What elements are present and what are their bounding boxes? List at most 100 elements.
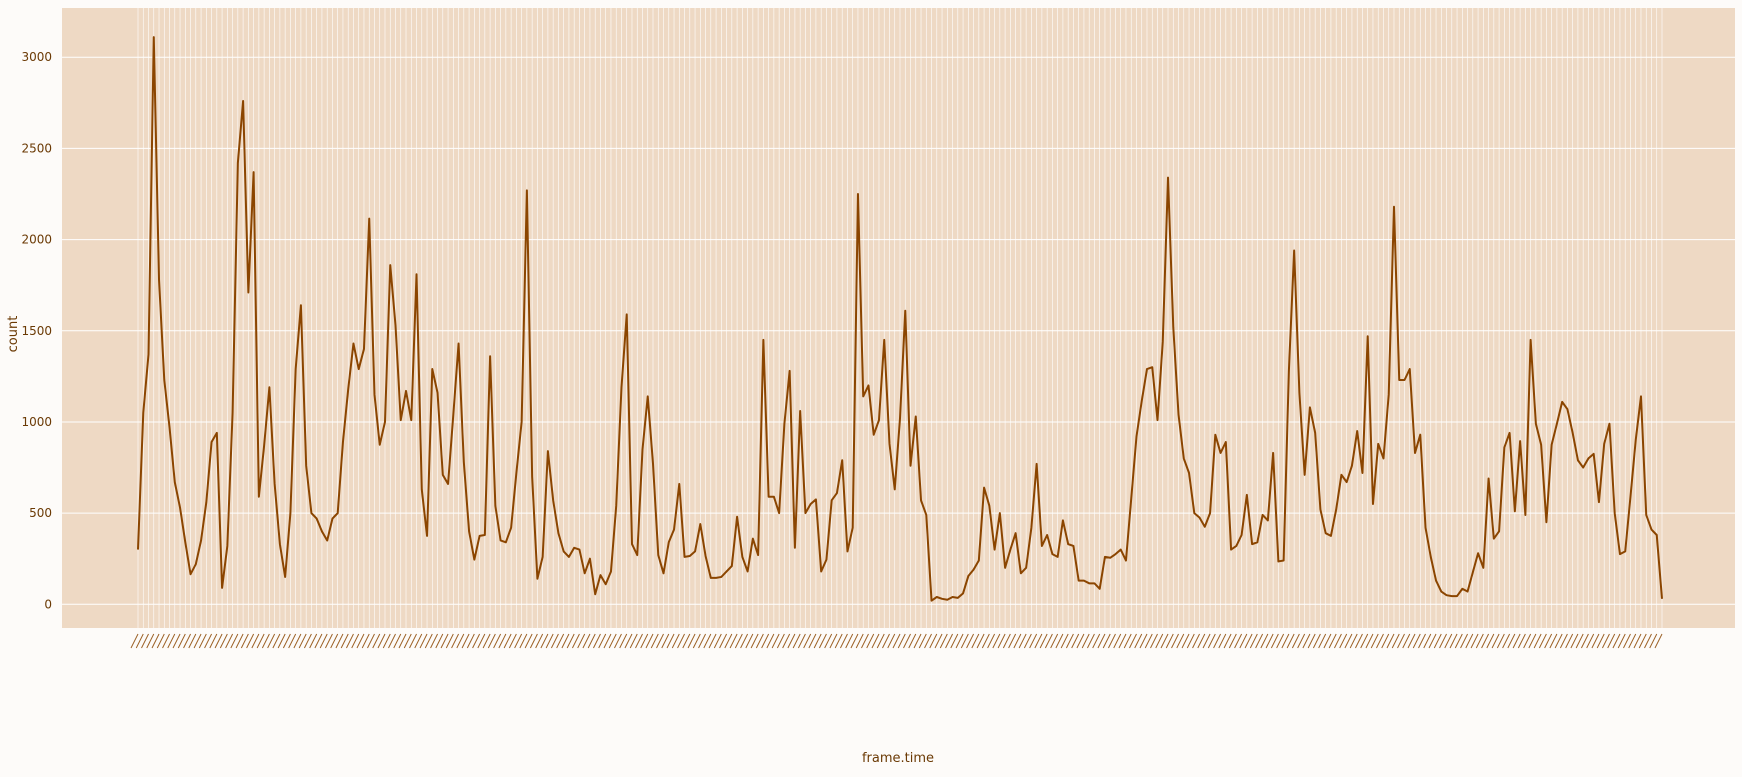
data-point xyxy=(1120,548,1122,550)
y-tick-label: 2500 xyxy=(21,141,52,155)
x-tick-mark xyxy=(461,633,470,649)
data-point xyxy=(1587,457,1589,459)
data-point xyxy=(1377,443,1379,445)
data-point xyxy=(809,503,811,505)
x-tick-mark xyxy=(451,633,460,649)
x-tick-mark xyxy=(146,633,155,649)
x-tick-mark xyxy=(845,633,854,649)
data-point xyxy=(289,512,291,514)
x-tick-mark xyxy=(1349,633,1358,649)
data-point xyxy=(515,472,517,474)
x-tick-mark xyxy=(1517,633,1526,649)
x-tick-mark xyxy=(540,633,549,649)
data-point xyxy=(825,558,827,560)
x-tick-mark xyxy=(340,633,349,649)
data-point xyxy=(1409,368,1411,370)
data-point xyxy=(668,541,670,543)
data-point xyxy=(273,483,275,485)
data-point xyxy=(1388,393,1390,395)
x-tick-mark xyxy=(824,633,833,649)
data-point xyxy=(972,568,974,570)
data-point xyxy=(1608,423,1610,425)
x-tick-mark xyxy=(1150,633,1158,649)
data-point xyxy=(1382,457,1384,459)
data-point xyxy=(1498,530,1500,532)
data-point xyxy=(941,598,943,600)
data-point xyxy=(678,483,680,485)
data-point xyxy=(1561,401,1563,403)
x-tick-mark xyxy=(908,633,917,649)
data-point xyxy=(1550,444,1552,446)
data-point xyxy=(788,370,790,372)
y-tick-label: 3000 xyxy=(21,50,52,64)
x-tick-mark xyxy=(1323,633,1332,649)
data-point xyxy=(426,535,428,537)
data-point xyxy=(1204,526,1206,528)
x-tick-mark xyxy=(1260,633,1269,649)
x-tick-mark xyxy=(477,633,486,649)
data-point xyxy=(137,548,139,550)
x-tick-mark xyxy=(1607,633,1616,649)
x-tick-mark xyxy=(1008,633,1017,649)
data-point xyxy=(920,499,922,501)
data-point xyxy=(1125,559,1127,561)
data-point xyxy=(1183,457,1185,459)
x-tick-mark xyxy=(1549,633,1558,649)
x-tick-mark xyxy=(1281,633,1290,649)
data-point xyxy=(1430,556,1432,558)
x-tick-mark xyxy=(1407,633,1416,649)
data-point xyxy=(1571,432,1573,434)
x-tick-mark xyxy=(708,633,717,649)
x-tick-mark xyxy=(645,633,654,649)
data-point xyxy=(1198,516,1200,518)
data-point xyxy=(489,355,491,357)
x-tick-mark xyxy=(1202,633,1211,649)
data-point xyxy=(1529,339,1531,341)
data-point xyxy=(1424,527,1426,529)
data-point xyxy=(305,465,307,467)
x-tick-mark xyxy=(571,633,580,649)
data-point xyxy=(1214,434,1216,436)
x-tick-mark xyxy=(734,633,743,649)
data-point xyxy=(626,313,628,315)
x-tick-mark xyxy=(1570,633,1579,649)
x-tick-mark xyxy=(1481,633,1490,649)
data-point xyxy=(641,448,643,450)
x-tick-mark xyxy=(1365,633,1374,649)
x-tick-mark xyxy=(1218,633,1227,649)
x-tick-mark xyxy=(1628,633,1637,649)
data-point xyxy=(683,556,685,558)
x-tick-mark xyxy=(1102,633,1111,649)
x-tick-mark xyxy=(955,633,964,649)
x-tick-mark xyxy=(1533,633,1542,649)
data-point xyxy=(673,528,675,530)
x-tick-mark xyxy=(1523,633,1532,649)
data-point xyxy=(1141,400,1143,402)
data-point xyxy=(494,505,496,507)
data-point xyxy=(1545,521,1547,523)
data-point xyxy=(1303,474,1305,476)
data-point xyxy=(1372,503,1374,505)
x-tick-mark xyxy=(466,633,475,649)
data-point xyxy=(1146,368,1148,370)
data-point xyxy=(841,459,843,461)
x-tick-mark xyxy=(1512,633,1521,649)
data-point xyxy=(452,413,454,415)
x-tick-mark xyxy=(230,633,239,649)
data-point xyxy=(263,444,265,446)
data-point xyxy=(1629,496,1631,498)
x-tick-mark xyxy=(608,633,617,649)
data-point xyxy=(1298,392,1300,394)
data-point xyxy=(142,412,144,414)
data-point xyxy=(1035,463,1037,465)
x-tick-mark xyxy=(1197,633,1206,649)
x-tick-mark xyxy=(1575,633,1584,649)
data-point xyxy=(1020,572,1022,574)
x-tick-mark xyxy=(1255,633,1264,649)
x-tick-mark xyxy=(913,633,922,649)
data-point xyxy=(1062,519,1064,521)
data-point xyxy=(368,217,370,219)
data-point xyxy=(1162,341,1164,343)
x-tick-mark xyxy=(556,633,565,649)
